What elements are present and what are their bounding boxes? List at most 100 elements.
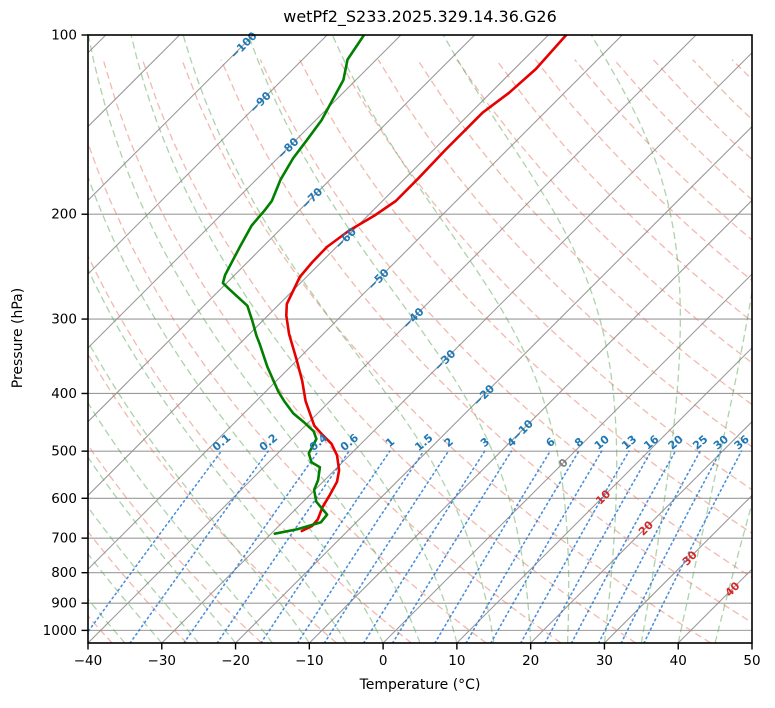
x-tick-label: −10	[295, 653, 324, 669]
pressure-gridlines	[88, 35, 752, 631]
moist-adiabat-line	[88, 401, 273, 643]
mixing-ratio-line	[129, 450, 269, 643]
isotherm-line	[161, 51, 752, 643]
x-tick-label: 50	[743, 653, 760, 669]
mixing-ratio-label: 25	[690, 433, 710, 453]
mixing-ratio-line	[260, 450, 391, 643]
mixing-ratio-label: 2	[442, 435, 456, 450]
mixing-ratio-label: 10	[592, 432, 612, 452]
y-tick-label: 900	[51, 596, 77, 612]
mixing-ratio-line	[544, 450, 652, 643]
dry-adiabat-line	[299, 59, 752, 535]
moist-adiabat-line	[182, 35, 495, 643]
moist-adiabat-line	[130, 35, 458, 643]
isotherm-line	[530, 420, 752, 643]
moist-adiabat-line	[88, 598, 126, 643]
mixing-ratio-line	[323, 450, 450, 643]
mixing-ratio-line	[88, 450, 223, 634]
moist-adiabat-line	[88, 340, 310, 643]
mixing-ratio-label: 1.5	[412, 431, 435, 453]
moist-adiabat-line	[88, 456, 237, 643]
moist-adiabat-line	[442, 35, 618, 643]
isotherm-line	[88, 35, 180, 128]
y-tick-label: 700	[51, 531, 77, 547]
moist-adiabat-line	[247, 35, 532, 643]
dry-adiabat-line	[88, 141, 487, 643]
x-tick-label: 10	[448, 653, 465, 669]
isotherm-line	[235, 125, 752, 643]
mixing-ratio-line	[465, 450, 580, 643]
mixing-ratio-line	[216, 450, 350, 643]
moist-adiabat-line	[590, 35, 681, 643]
mixing-ratio-labels: 0.1 0.2 0.4 0.6 1 1.5 2 3 4 6 8 10 13 16 20 25 30 36	[210, 431, 752, 454]
mixing-ratio-label: 36	[732, 432, 752, 452]
mixing-ratio-line	[597, 450, 701, 643]
mixing-ratio-line	[643, 450, 743, 643]
dry-adiabat-line	[652, 59, 752, 161]
moist-adiabat-line	[88, 175, 384, 643]
y-tick-label: 800	[51, 565, 77, 581]
moist-adiabat-line	[88, 267, 347, 643]
x-tick-label: 40	[670, 653, 687, 669]
temperature-line	[285, 35, 568, 533]
mixing-ratio-label: 0.6	[338, 431, 362, 454]
mixing-ratio-label: 30	[711, 432, 731, 452]
dry-adiabat-line	[141, 59, 637, 643]
dry-adiabat-line	[377, 59, 752, 448]
mixing-ratio-label: 13	[619, 433, 639, 453]
y-tick-label: 200	[51, 207, 77, 223]
x-tick-label: −30	[148, 653, 177, 669]
moist-adiabat-line	[88, 506, 200, 643]
mixing-ratio-label: 16	[641, 432, 661, 452]
isotherm-line	[88, 35, 623, 571]
moist-adiabat-line	[88, 552, 163, 643]
isotherm-line	[88, 35, 476, 423]
mixing-ratio-line	[434, 450, 551, 643]
mixing-ratio-label: 20	[666, 432, 686, 452]
dry-adiabat-line	[181, 59, 711, 643]
x-tick-label: 20	[522, 653, 539, 669]
dry-adiabat-line	[259, 59, 752, 579]
dry-adiabat-line	[456, 59, 752, 364]
dewpoint-line	[221, 35, 366, 535]
isotherms	[88, 35, 752, 643]
moist-adiabat-line	[677, 288, 752, 643]
isotherm-label: −100	[228, 29, 260, 61]
x-tick-label: −20	[221, 653, 250, 669]
chart-title: wetPf2_S233.2025.329.14.36.G26	[283, 7, 557, 26]
mixing-ratio-line	[570, 450, 677, 643]
mixing-ratio-line	[391, 450, 513, 643]
isotherm-line	[751, 642, 752, 643]
mixing-ratio-line	[362, 450, 486, 643]
y-tick-label: 400	[51, 386, 77, 402]
moist-adiabats	[88, 35, 752, 643]
dry-adiabat-line	[88, 443, 263, 643]
mixing-ratio-label: 3	[478, 435, 492, 450]
dry-adiabat-line	[88, 254, 412, 643]
x-tick-label: 30	[596, 653, 613, 669]
y-tick-label: 500	[51, 444, 77, 460]
y-tick-label: 600	[51, 491, 77, 507]
plot-area	[88, 35, 775, 643]
dry-adiabat-line	[338, 59, 752, 491]
isotherm-line	[382, 273, 752, 643]
isotherm-line	[308, 199, 752, 643]
dry-adiabat-line	[220, 59, 752, 624]
mixing-ratio-line	[490, 450, 603, 643]
y-axis-title: Pressure (hPa)	[10, 287, 26, 389]
moist-adiabat-line	[88, 35, 421, 643]
mixing-ratio-line	[183, 450, 320, 643]
moist-adiabat-line	[331, 35, 570, 643]
x-tick-label: 0	[379, 653, 388, 669]
mixing-ratio-label: 8	[572, 435, 586, 450]
mixing-ratio-line	[296, 450, 425, 643]
y-axis-ticks: 100 200 300 400 500 600 700 800 900 1000	[43, 28, 88, 639]
isotherm-line	[88, 35, 697, 643]
plot-border	[87, 34, 753, 644]
moist-adiabat-line	[714, 501, 752, 643]
mixing-ratio-label: 0.2	[257, 431, 280, 453]
dry-adiabat-line	[692, 59, 752, 121]
dry-adiabat-line	[102, 59, 562, 643]
dry-adiabat-line	[771, 60, 775, 643]
